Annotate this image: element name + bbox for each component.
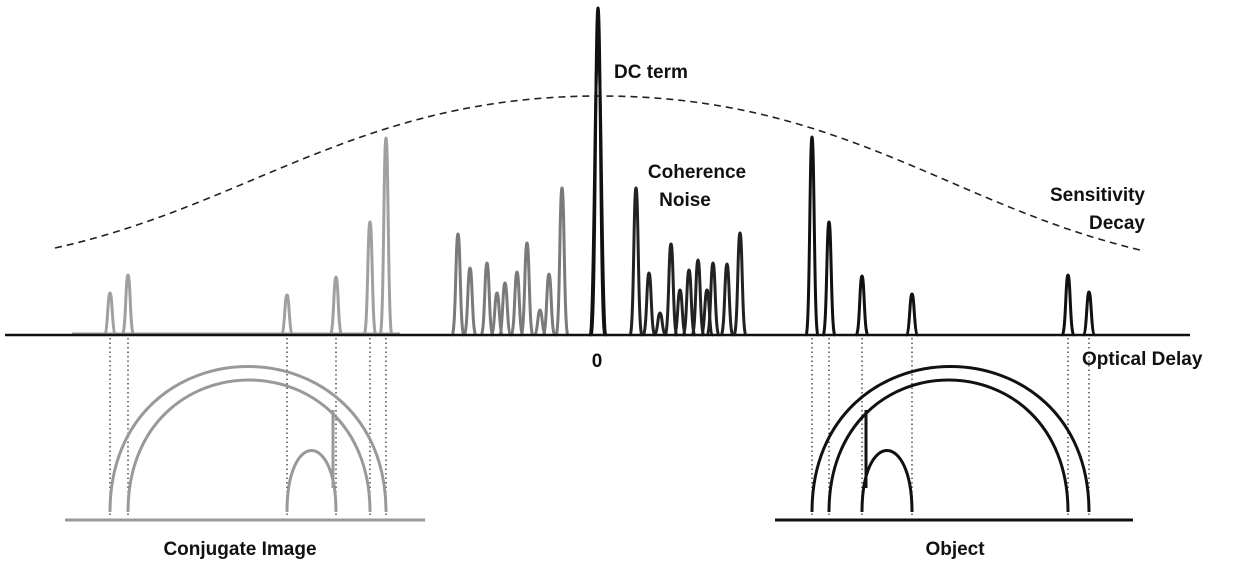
peak	[479, 261, 495, 337]
peak	[362, 220, 378, 337]
coherence-noise-label: Coherence	[648, 162, 746, 183]
peak	[653, 311, 667, 337]
peak	[450, 232, 466, 337]
sensitivity-decay-label: Decay	[1089, 213, 1145, 234]
peak	[681, 268, 697, 337]
peak	[509, 270, 525, 337]
peak	[628, 186, 644, 337]
optical-delay-label: Optical Delay	[1082, 349, 1203, 370]
peak	[690, 258, 706, 337]
sensitivity-decay-label: Sensitivity	[1050, 185, 1145, 206]
peak	[663, 242, 679, 337]
peak	[821, 220, 837, 337]
object-shapes	[775, 365, 1133, 522]
peak	[378, 136, 394, 337]
peak	[641, 271, 657, 337]
peak	[587, 46, 609, 337]
peaks	[102, 6, 1097, 337]
peak	[102, 291, 118, 337]
dc-term-label: DC term	[614, 62, 688, 83]
conjugate-image-label: Conjugate Image	[163, 539, 316, 560]
peak	[705, 261, 721, 337]
peak	[554, 186, 570, 337]
coherence-noise-label: Noise	[659, 190, 711, 211]
peak	[279, 293, 295, 337]
peak	[532, 308, 548, 337]
peak	[732, 231, 748, 337]
peak	[1060, 273, 1076, 337]
object-label: Object	[925, 539, 985, 560]
peak	[804, 135, 820, 337]
peak	[672, 288, 688, 337]
peak	[120, 273, 136, 337]
peak	[519, 241, 535, 337]
peak	[854, 274, 870, 337]
peak	[904, 292, 920, 337]
peak	[719, 262, 735, 337]
peak	[328, 275, 344, 337]
sensitivity-curve	[54, 95, 1141, 251]
peak	[497, 281, 513, 337]
peak	[1081, 290, 1097, 337]
peak	[541, 272, 557, 337]
zero-label: 0	[592, 351, 603, 372]
peak	[462, 266, 478, 337]
conjugate-shapes	[65, 365, 425, 522]
